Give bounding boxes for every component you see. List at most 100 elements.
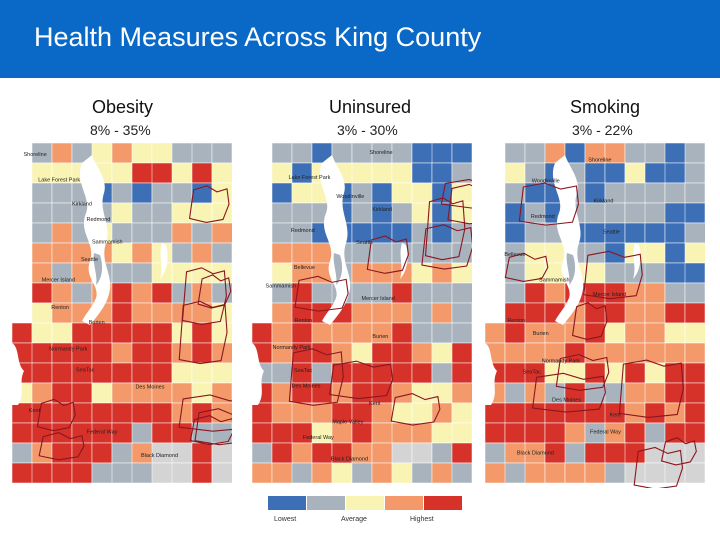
map-region [291, 242, 313, 264]
map-region [271, 442, 295, 464]
map-region [191, 282, 213, 304]
map-region [51, 182, 73, 204]
map-region [211, 342, 232, 364]
map-region [151, 342, 173, 364]
uninsured-map: Shoreline Lake Forest Park Woodinville Kirk… [252, 143, 472, 488]
map-region [451, 342, 472, 364]
map-region [111, 242, 133, 264]
map-region [111, 302, 133, 324]
map-region [664, 422, 688, 444]
map-region [664, 162, 688, 184]
lake-washington [319, 155, 351, 325]
map-region [664, 382, 688, 404]
map-region [371, 342, 393, 364]
map-region [411, 422, 433, 444]
place-label: Mercer Island [362, 296, 395, 302]
map-region [371, 242, 393, 264]
place-label: Shoreline [588, 157, 611, 163]
map-region [211, 222, 232, 244]
map-region [211, 282, 232, 304]
map-region [51, 402, 73, 424]
map-region [151, 282, 173, 304]
map-region [252, 442, 273, 464]
map-region [564, 402, 588, 424]
map-region [644, 143, 668, 164]
map-region [171, 182, 193, 204]
map-region [544, 282, 566, 304]
map-region [584, 202, 606, 224]
map-region [351, 422, 373, 444]
map-region [644, 462, 668, 484]
map-region [271, 302, 295, 324]
map-region [524, 282, 546, 304]
map-region [485, 462, 508, 484]
map-region [451, 143, 472, 164]
map-region [411, 342, 433, 364]
map-region [431, 342, 453, 364]
map-region [211, 143, 232, 164]
map-region [524, 302, 546, 324]
map-region [544, 462, 566, 484]
map-region [291, 143, 313, 164]
map-region [624, 442, 646, 464]
map-region [644, 182, 666, 204]
map-region [111, 462, 135, 484]
place-label: Des Moines [292, 383, 321, 389]
map-region [31, 242, 53, 264]
map-region [624, 143, 648, 164]
map-region [684, 322, 705, 344]
map-region [291, 442, 313, 464]
map-region [411, 222, 433, 244]
map-region [51, 322, 73, 344]
map-region [584, 402, 608, 424]
map-region [31, 322, 53, 344]
legend-swatch-above-average [385, 496, 423, 510]
map-region [31, 282, 53, 304]
place-label: SeaTac [294, 368, 313, 374]
map-region [624, 322, 646, 344]
map-region [351, 342, 373, 364]
map-region [624, 282, 646, 304]
map-region [644, 242, 666, 264]
map-region [411, 302, 433, 324]
map-region [604, 322, 626, 344]
map-region [664, 302, 686, 324]
map-region [624, 202, 648, 224]
place-label: Renton [51, 305, 69, 311]
map-region [131, 402, 155, 424]
map-region [624, 362, 648, 384]
place-label: Lake Forest Park [288, 175, 330, 181]
map-region [604, 242, 626, 264]
map-region [12, 442, 33, 464]
map-region [644, 282, 666, 304]
map-region [664, 462, 688, 484]
map-region [504, 462, 528, 484]
map-region [371, 302, 393, 324]
mercer-island [333, 253, 343, 285]
puget-sound [252, 343, 264, 405]
puget-sound [12, 343, 24, 405]
map-region [311, 322, 333, 344]
map-region [431, 442, 453, 464]
map-region [664, 143, 688, 164]
map-region [411, 143, 435, 164]
map-region [451, 282, 472, 304]
place-label: Redmond [87, 217, 111, 223]
map-region [151, 182, 173, 204]
map-region [31, 222, 55, 244]
map-region [271, 462, 295, 484]
map-region [624, 302, 646, 324]
map-region [664, 282, 686, 304]
map-region [584, 462, 608, 484]
map-region [211, 322, 232, 344]
city-boundaries [36, 185, 232, 461]
map-region [644, 382, 666, 404]
map-region [391, 143, 413, 164]
map-region [411, 462, 433, 484]
map-region [524, 143, 546, 164]
map-region [91, 442, 113, 464]
map-region [331, 143, 353, 164]
map-region [191, 162, 213, 184]
map-region [604, 162, 626, 184]
map-region [684, 402, 705, 424]
